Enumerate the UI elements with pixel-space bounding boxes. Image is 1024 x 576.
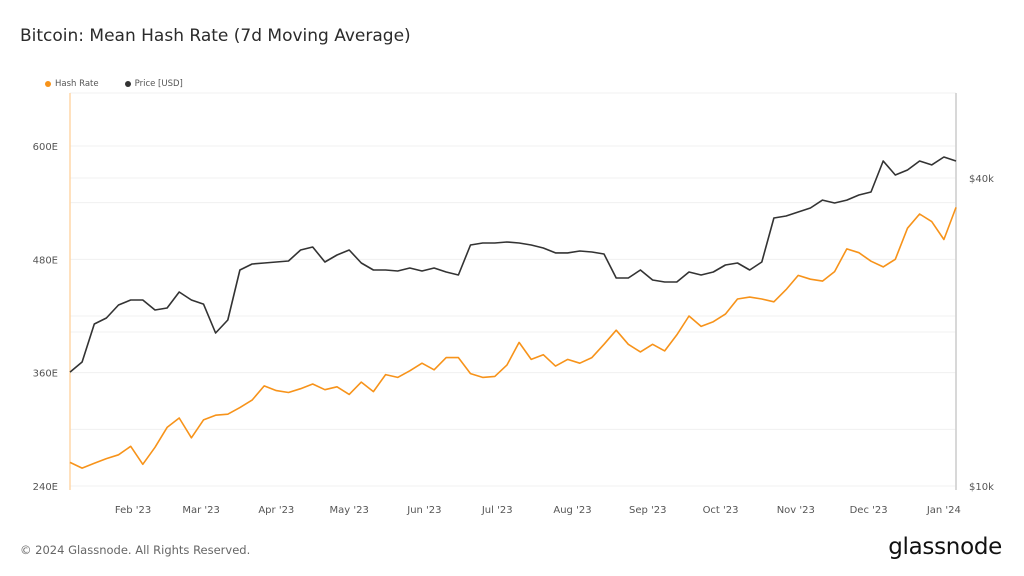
left-axis-tick-label: 240E <box>33 482 58 493</box>
x-axis-tick-label: Aug '23 <box>553 505 591 516</box>
x-axis-tick-label: Nov '23 <box>777 505 815 516</box>
left-axis-tick-label: 480E <box>33 255 58 266</box>
left-axis-tick-label: 600E <box>33 142 58 153</box>
legend-label-price: Price [USD] <box>134 79 183 89</box>
legend-label-hash-rate: Hash Rate <box>55 79 99 89</box>
x-axis-tick-label: May '23 <box>329 505 368 516</box>
left-axis-tick-label: 360E <box>33 369 58 380</box>
x-axis-tick-label: Jul '23 <box>481 505 513 516</box>
right-axis-tick-label: $10k <box>969 482 994 493</box>
x-axis-tick-label: Dec '23 <box>850 505 888 516</box>
x-axis-tick-label: Apr '23 <box>258 505 294 516</box>
right-axis-tick-label: $40k <box>969 174 994 185</box>
x-axis-tick-label: Jun '23 <box>406 505 441 516</box>
price-series-line <box>69 156 957 373</box>
x-axis-tick-label: Oct '23 <box>703 505 739 516</box>
legend: Hash Rate Price [USD] <box>45 79 183 89</box>
copyright-footer: © 2024 Glassnode. All Rights Reserved. <box>20 543 251 557</box>
x-axis-tick-label: Sep '23 <box>629 505 667 516</box>
chart-title: Bitcoin: Mean Hash Rate (7d Moving Avera… <box>20 26 411 46</box>
hash-rate-series-line <box>69 207 957 469</box>
x-axis-tick-label: Feb '23 <box>115 505 151 516</box>
x-axis-tick-label: Mar '23 <box>182 505 220 516</box>
x-axis-tick-label: Jan '24 <box>926 505 961 516</box>
legend-item-hash-rate[interactable]: Hash Rate <box>45 79 99 89</box>
legend-item-price[interactable]: Price [USD] <box>124 79 183 89</box>
legend-dot-hash-rate <box>45 81 51 87</box>
legend-dot-price <box>124 81 131 87</box>
glassnode-logo: glassnode <box>888 534 1002 560</box>
